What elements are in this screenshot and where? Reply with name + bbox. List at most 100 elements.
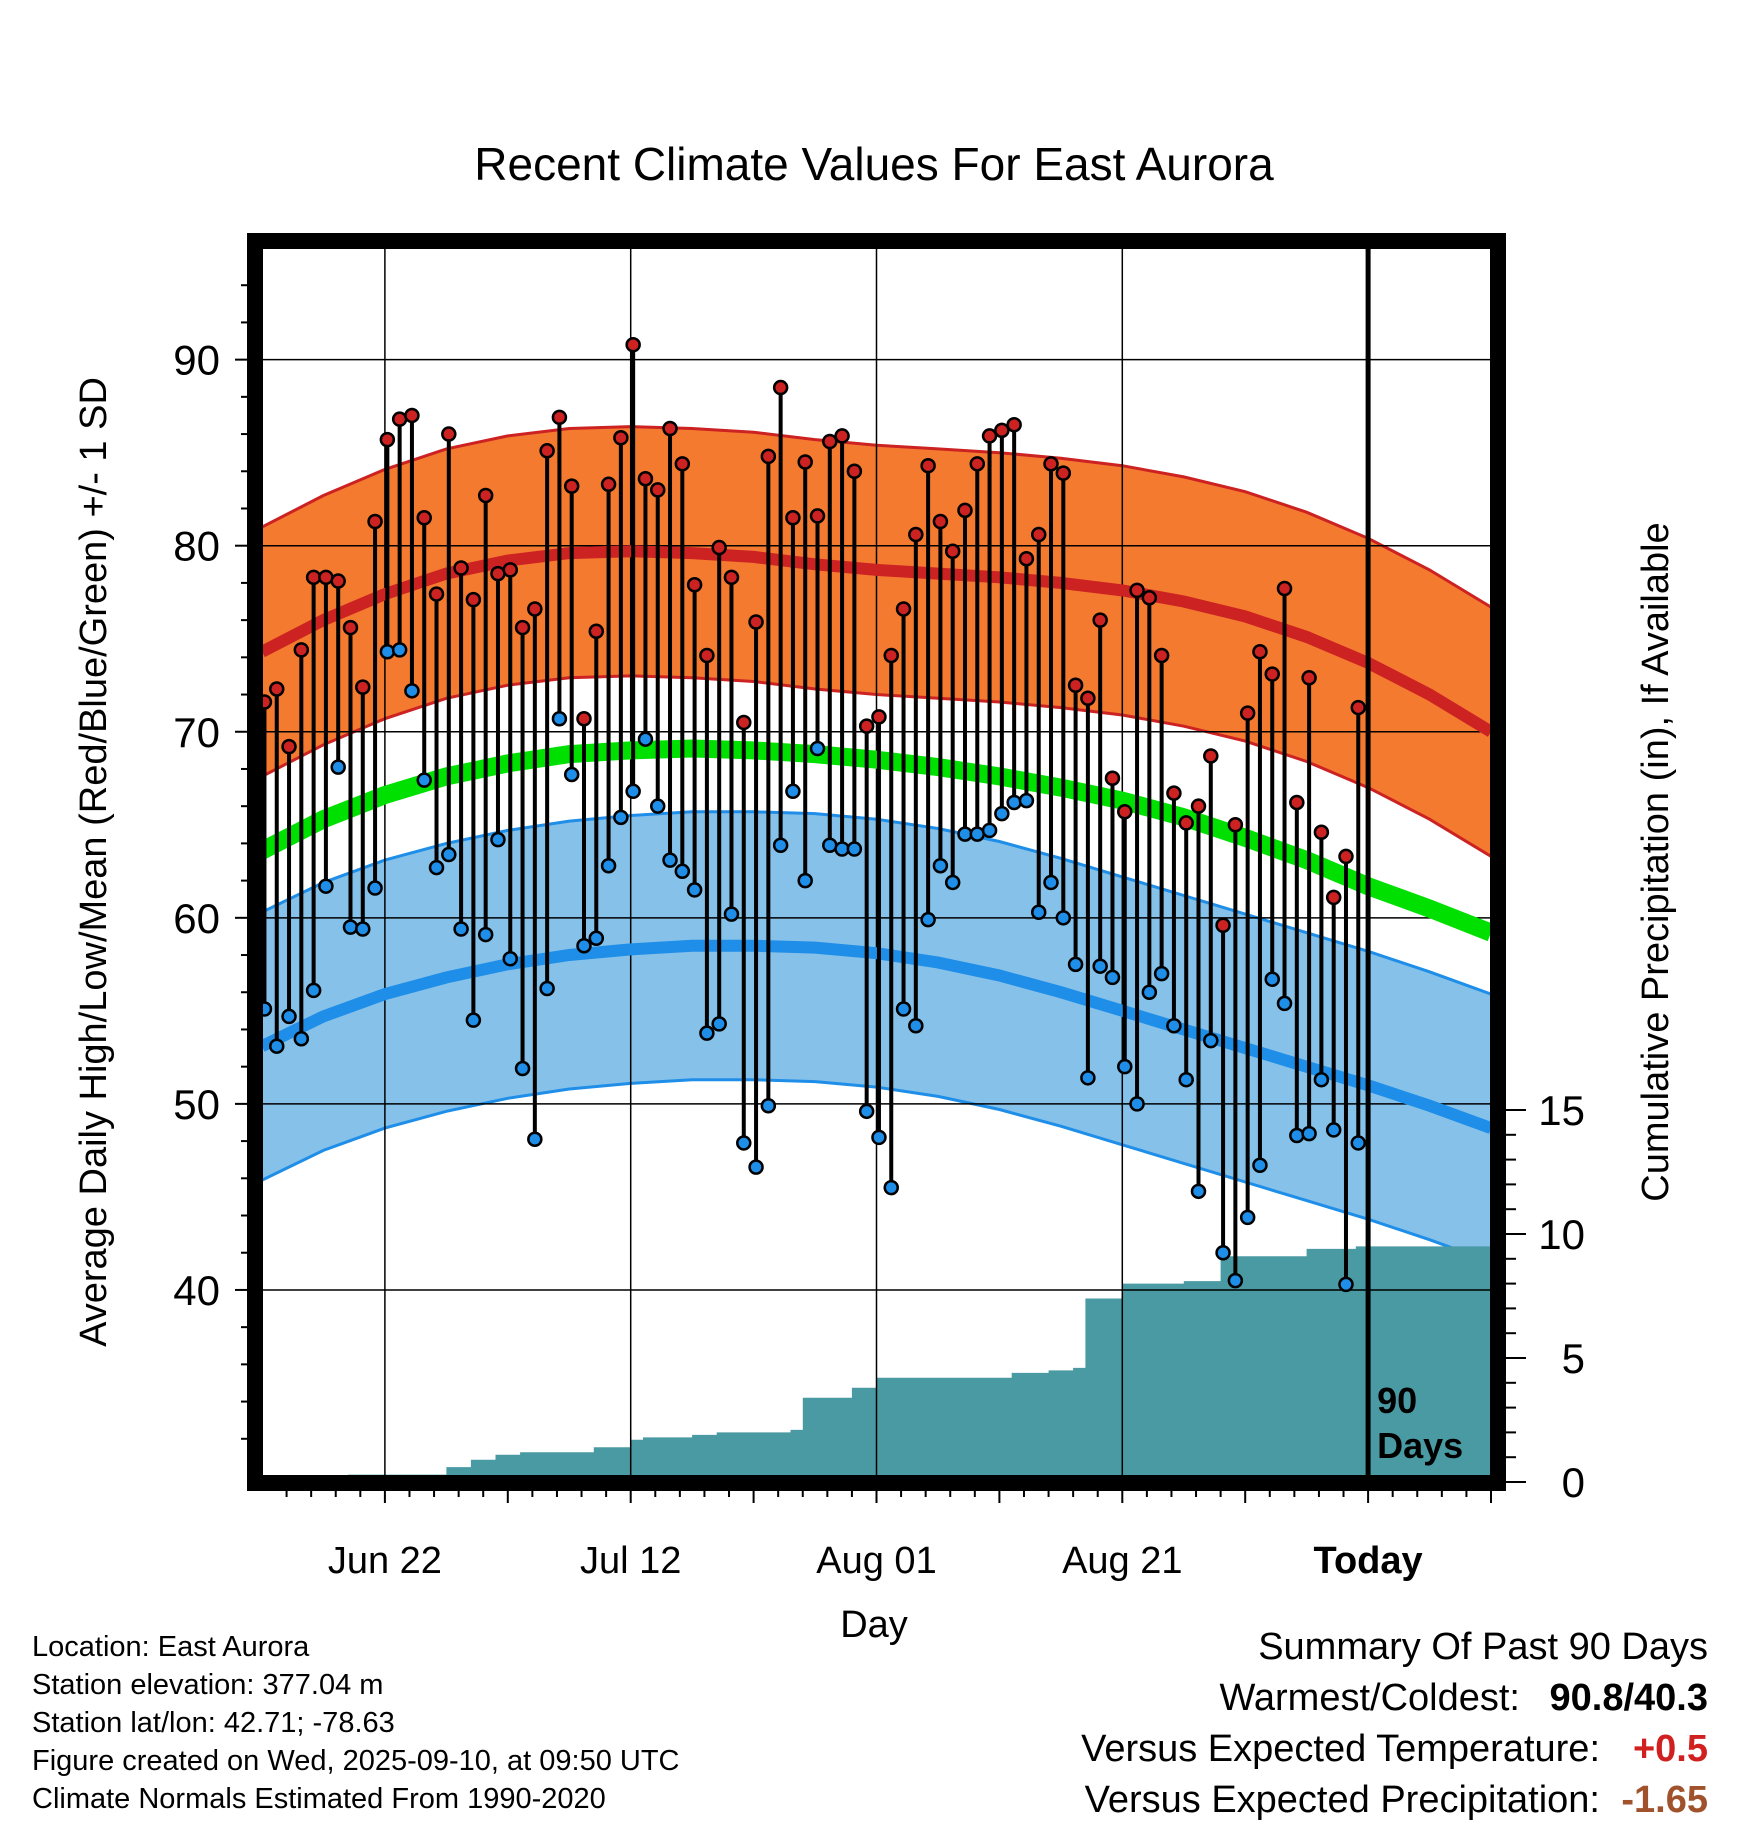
daily-low-point <box>465 1012 482 1028</box>
daily-low-point <box>551 710 568 727</box>
daily-high-point <box>588 623 605 640</box>
daily-low-point <box>969 826 986 842</box>
precip-series <box>348 1246 1491 1476</box>
daily-low-point <box>600 857 617 874</box>
daily-high-point <box>994 422 1010 439</box>
location-text: Location: East Aurora <box>32 1631 310 1663</box>
today-days-word: Days <box>1377 1425 1463 1466</box>
daily-high-point <box>846 463 863 480</box>
daily-low-point <box>1055 910 1072 926</box>
daily-low-point <box>858 1103 875 1120</box>
daily-high-point <box>637 470 654 487</box>
daily-low-point <box>1227 1272 1244 1289</box>
daily-low-point <box>748 1159 764 1175</box>
x-tick-label: Aug 21 <box>1062 1540 1182 1582</box>
daily-low-point <box>736 1135 752 1151</box>
daily-high-point <box>748 614 764 630</box>
daily-high-point <box>662 420 678 437</box>
daily-low-point <box>342 919 359 935</box>
y-tick-label: 80 <box>173 523 220 570</box>
daily-high-point <box>1030 526 1047 543</box>
daily-high-point <box>441 426 457 442</box>
daily-high-point <box>551 409 568 426</box>
precip-anomaly-label: Versus Expected Precipitation: <box>1084 1779 1600 1821</box>
daily-high-point <box>1092 612 1108 628</box>
daily-high-point <box>342 619 359 636</box>
daily-high-point <box>920 457 936 474</box>
daily-high-point <box>797 454 813 470</box>
daily-high-point <box>1080 690 1096 707</box>
daily-high-point <box>809 508 826 524</box>
daily-low-point <box>379 644 396 660</box>
daily-high-point <box>1252 644 1268 660</box>
daily-high-point <box>1043 456 1059 472</box>
daily-low-point <box>441 846 457 863</box>
daily-high-point <box>1313 824 1330 840</box>
daily-high-point <box>1350 699 1367 716</box>
daily-low-point <box>514 1060 531 1077</box>
y-axis: 40 50 60 70 80 90 <box>173 284 247 1440</box>
daily-low-point <box>416 772 432 788</box>
daily-low-point <box>1289 1127 1305 1144</box>
daily-low-point <box>809 740 826 757</box>
y-tick-label: 70 <box>173 709 220 756</box>
daily-low-point <box>1301 1125 1317 1142</box>
daily-low-point <box>1030 904 1047 920</box>
daily-high-point <box>736 714 752 731</box>
elevation-text: Station elevation: 377.04 m <box>32 1669 384 1701</box>
daily-high-point <box>268 681 285 697</box>
daily-low-point <box>1104 969 1121 986</box>
y2-tick-label: 5 <box>1562 1335 1585 1382</box>
daily-low-point <box>920 911 936 928</box>
daily-high-point <box>600 476 617 493</box>
daily-high-point <box>957 502 973 519</box>
daily-high-point <box>490 565 506 582</box>
summary-panel: Summary Of Past 90 Days Warmest/Coldest:… <box>1081 1622 1708 1826</box>
daily-high-point <box>1141 590 1158 606</box>
daily-high-point <box>1203 748 1219 764</box>
daily-low-point <box>797 872 813 889</box>
daily-high-point <box>1178 815 1194 831</box>
daily-high-point <box>1006 417 1022 433</box>
created-text: Figure created on Wed, 2025-09-10, at 09… <box>32 1745 680 1777</box>
station-info: Location: East Aurora Station elevation:… <box>32 1628 680 1818</box>
daily-low-point <box>649 798 666 814</box>
daily-low-point <box>477 926 494 943</box>
daily-low-point <box>305 982 322 999</box>
daily-low-point <box>895 1001 912 1017</box>
daily-high-point <box>686 577 703 593</box>
daily-high-point <box>908 526 924 543</box>
daily-low-point <box>1067 956 1084 973</box>
x-tick-label: Jun 22 <box>328 1540 442 1582</box>
daily-high-point <box>367 513 383 530</box>
daily-low-point <box>944 874 961 891</box>
daily-low-point <box>1325 1122 1342 1138</box>
daily-low-point <box>1338 1276 1354 1293</box>
daily-low-point <box>699 1025 715 1041</box>
daily-high-point <box>674 456 691 472</box>
daily-high-point <box>981 428 998 444</box>
daily-high-point <box>539 443 555 459</box>
y2-axis-label: Cumulative Precipitation (in), If Availa… <box>1635 522 1677 1201</box>
daily-low-point <box>1117 1058 1133 1075</box>
daily-low-point <box>981 822 998 839</box>
daily-high-point <box>1276 580 1293 597</box>
y-axis-label: Average Daily High/Low/Mean (Red/Blue/Gr… <box>73 377 115 1347</box>
x-tick-label: Today <box>1314 1540 1423 1582</box>
daily-low-point <box>1264 971 1280 987</box>
daily-low-point <box>994 805 1010 822</box>
daily-high-point <box>1104 770 1121 787</box>
daily-high-point <box>477 487 494 504</box>
daily-low-point <box>588 930 605 947</box>
daily-high-point <box>416 510 432 526</box>
daily-high-point <box>760 448 777 465</box>
daily-high-point <box>514 619 531 636</box>
y-tick-label: 40 <box>173 1267 220 1314</box>
daily-high-point <box>1289 794 1305 811</box>
y2-tick-label: 10 <box>1538 1211 1585 1258</box>
daily-low-point <box>355 921 371 937</box>
daily-low-point <box>502 951 519 967</box>
daily-high-point <box>318 569 334 586</box>
daily-high-point <box>649 482 666 498</box>
